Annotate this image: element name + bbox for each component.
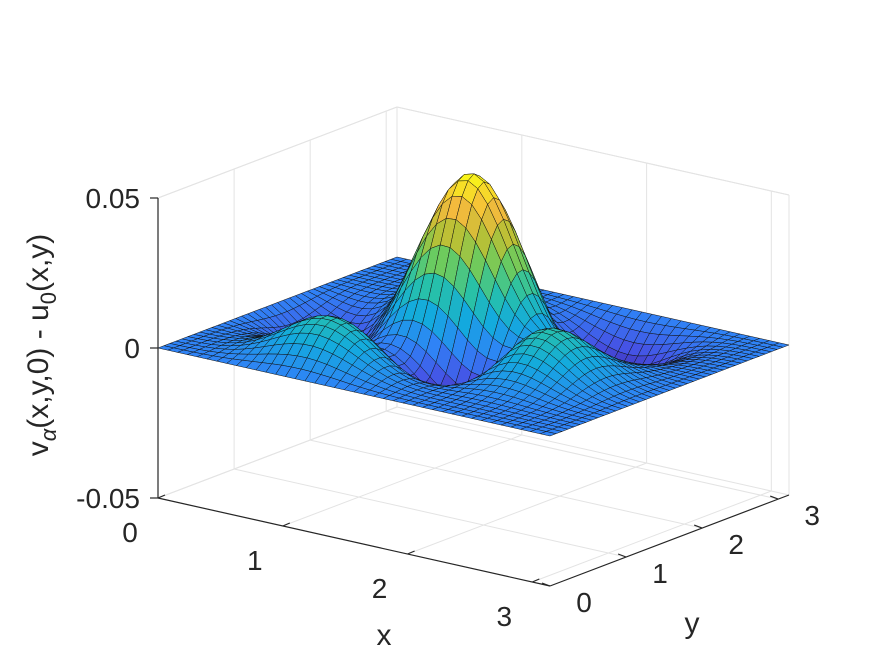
surface-mesh — [157, 173, 790, 437]
z-tick-label: 0.05 — [86, 183, 141, 214]
y-tick-label: 1 — [652, 558, 668, 589]
y-tick-mark — [693, 524, 703, 529]
floor-grid-x — [282, 434, 522, 527]
x-tick-mark — [157, 494, 166, 499]
x-axis-line — [157, 497, 551, 587]
x-tick-mark — [532, 578, 540, 583]
z-label-sub-zero: 0 — [36, 292, 61, 304]
z-label-tail: (x,y) — [22, 234, 55, 292]
z-label-alpha: α — [36, 427, 61, 441]
y-tick-mark — [617, 553, 627, 558]
y-axis-label: y — [685, 607, 700, 640]
surface-face — [539, 431, 557, 437]
floor-grid-x — [532, 490, 772, 583]
wall-grid-z — [157, 406, 398, 499]
wall-grid-z — [396, 406, 790, 496]
y-tick-mark — [541, 582, 551, 587]
y-tick-label: 2 — [728, 529, 744, 560]
floor-grid-y — [386, 410, 779, 500]
floor-grid-y — [233, 468, 627, 558]
x-tick-label: 2 — [372, 573, 388, 604]
z-label-base: v — [22, 441, 55, 456]
y-axis-line — [549, 494, 790, 587]
y-tick-label: 0 — [576, 587, 592, 618]
x-tick-label: 0 — [122, 517, 138, 548]
x-axis-label: x — [377, 619, 392, 652]
z-tick-label: -0.05 — [76, 483, 140, 514]
box-edge — [396, 106, 790, 196]
x-tick-label: 3 — [497, 601, 513, 632]
z-label-mid: (x,y,0) - u — [22, 304, 55, 428]
box-edge — [157, 106, 398, 199]
x-tick-mark — [282, 522, 291, 527]
y-tick-label: 3 — [804, 500, 820, 531]
z-axis-label: vα(x,y,0) - u0(x,y) — [22, 234, 61, 457]
y-tick-mark — [769, 495, 779, 500]
x-tick-label: 1 — [247, 545, 263, 576]
floor-grid-y — [310, 439, 703, 529]
z-tick-label: 0 — [124, 333, 140, 364]
axis-lines — [150, 197, 790, 587]
floor-grid-x — [407, 462, 647, 555]
x-tick-mark — [407, 550, 415, 555]
